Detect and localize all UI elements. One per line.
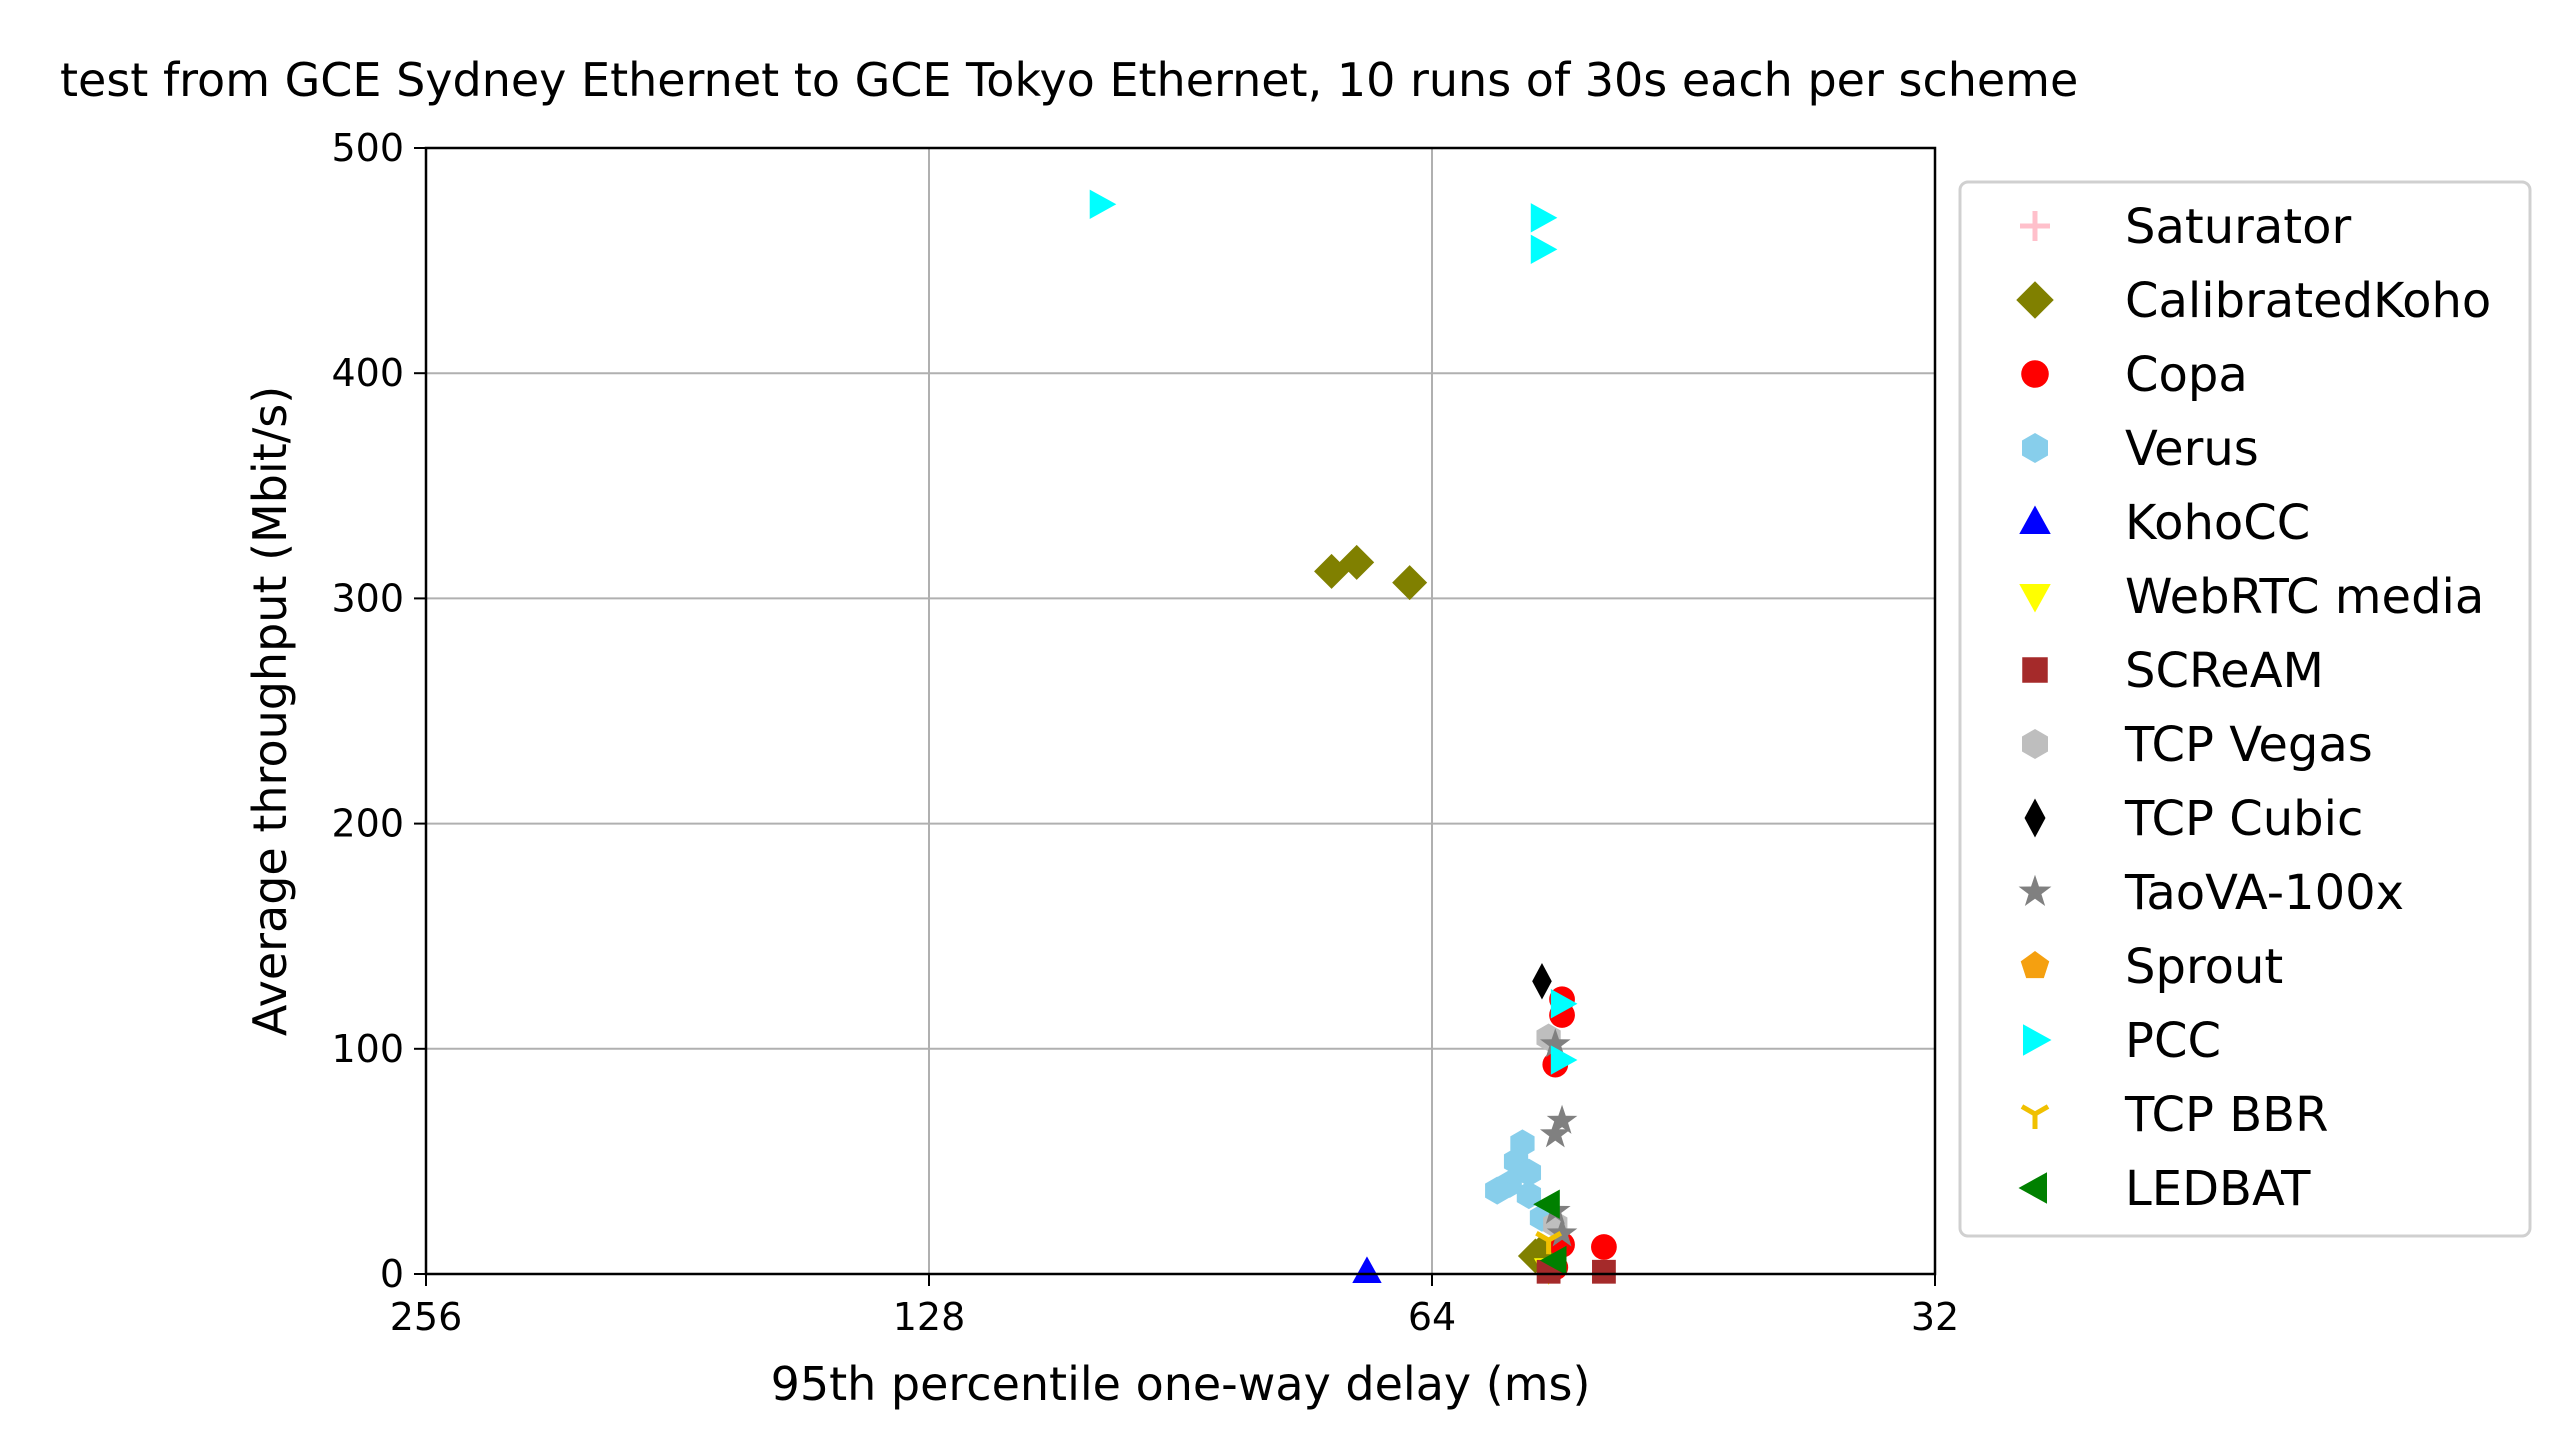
legend-marker — [2019, 584, 2051, 613]
series-tcp-cubic — [1532, 963, 1552, 1000]
x-tick-label: 64 — [1408, 1295, 1456, 1339]
series-pcc — [1089, 189, 1578, 1075]
legend-item: LEDBAT — [2018, 1161, 2311, 1217]
y-tick-label: 200 — [331, 802, 404, 846]
legend-label: TCP Cubic — [2124, 791, 2363, 847]
x-axis-label: 95th percentile one-way delay (ms) — [771, 1357, 1591, 1411]
data-point — [1392, 565, 1428, 601]
data-point — [1530, 234, 1558, 265]
legend-label: TaoVA-100x — [2124, 865, 2404, 921]
data-point — [1530, 203, 1558, 233]
legend-label: Copa — [2125, 347, 2248, 403]
data-point — [1535, 1231, 1563, 1255]
plot-frame — [424, 146, 1937, 1276]
legend-label: Saturator — [2125, 199, 2351, 255]
legend: Saturator CalibratedKoho Copa Verus KohoCC We… — [1958, 180, 2532, 1238]
legend-marker — [2018, 1172, 2047, 1204]
legend-marker — [2018, 874, 2052, 906]
y-tick-label: 300 — [331, 576, 404, 620]
y-tick-label: 0 — [380, 1252, 404, 1296]
legend-marker — [2024, 798, 2046, 838]
legend-label: Sprout — [2125, 939, 2283, 995]
y-tick-label: 100 — [331, 1027, 404, 1071]
legend-label: SCReAM — [2125, 643, 2324, 699]
data-point — [1533, 1189, 1560, 1219]
data-point — [1591, 1234, 1617, 1260]
data-point — [1352, 1256, 1382, 1283]
data-point — [1546, 1217, 1578, 1247]
data-point — [1516, 1181, 1542, 1210]
legend-marker — [2020, 1104, 2050, 1129]
legend-marker — [2020, 951, 2050, 979]
legend-item: TCP BBR — [2020, 1087, 2328, 1143]
legend-item: Copa — [2021, 347, 2248, 403]
legend-label: CalibratedKoho — [2125, 273, 2491, 329]
legend-marker — [2022, 729, 2048, 759]
data-point — [1532, 963, 1552, 1000]
legend-label: Verus — [2125, 421, 2259, 477]
legend-item: TCP Vegas — [2022, 717, 2373, 773]
x-axis-ticks: 256 128 64 32 — [390, 1274, 1959, 1339]
legend-item: WebRTC media — [2019, 569, 2484, 625]
data-point — [1539, 1118, 1571, 1148]
legend-label: WebRTC media — [2125, 569, 2484, 625]
legend-item: Verus — [2022, 421, 2259, 477]
data-point — [1550, 989, 1578, 1019]
data-point — [1550, 1045, 1578, 1075]
data-point — [1539, 1245, 1567, 1276]
data-point — [1592, 1259, 1616, 1284]
legend-marker — [2023, 1024, 2052, 1056]
x-tick-label: 32 — [1911, 1295, 1959, 1339]
legend-marker — [2019, 505, 2051, 534]
legend-item: TaoVA-100x — [2018, 865, 2404, 921]
legend-box — [1958, 180, 2532, 1238]
x-tick-label: 128 — [893, 1295, 966, 1339]
x-tick-label: 256 — [390, 1295, 463, 1339]
y-axis-label: Average throughput (Mbit/s) — [243, 386, 297, 1036]
legend-item: TCP Cubic — [2024, 791, 2363, 847]
data-point — [1539, 1028, 1571, 1058]
legend-marker — [2022, 433, 2048, 463]
y-axis-ticks: 0 100 200 300 400 500 — [331, 126, 426, 1296]
legend-marker — [2020, 211, 2050, 241]
grid — [425, 147, 1936, 1275]
data-point — [1485, 1176, 1510, 1205]
y-tick-label: 400 — [331, 351, 404, 395]
legend-item: KohoCC — [2019, 495, 2310, 551]
legend-label: TCP Vegas — [2124, 717, 2373, 773]
legend-marker — [2016, 281, 2054, 319]
series-verus — [1485, 1129, 1555, 1232]
series-tcp-bbr — [1535, 1231, 1563, 1255]
series-kohocc — [1352, 1256, 1382, 1283]
data-point — [1546, 1104, 1578, 1134]
y-tick-label: 500 — [331, 126, 404, 170]
data-point — [1089, 189, 1117, 219]
legend-label: LEDBAT — [2125, 1161, 2311, 1217]
legend-item: Sprout — [2020, 939, 2283, 995]
legend-item: PCC — [2023, 1013, 2221, 1069]
data-points — [1089, 189, 1617, 1285]
data-point — [1516, 1158, 1542, 1187]
legend-item: CalibratedKoho — [2016, 273, 2491, 329]
legend-marker — [2021, 360, 2049, 388]
series-ledbat — [1533, 1189, 1567, 1276]
data-point — [1339, 544, 1375, 580]
chart-title: test from GCE Sydney Ethernet to GCE Tok… — [60, 53, 2078, 107]
legend-label: TCP BBR — [2124, 1087, 2328, 1143]
legend-label: PCC — [2125, 1013, 2221, 1069]
legend-item: SCReAM — [2022, 643, 2324, 699]
legend-marker — [2022, 657, 2048, 683]
legend-label: KohoCC — [2125, 495, 2310, 551]
legend-item: Saturator — [2020, 199, 2351, 255]
